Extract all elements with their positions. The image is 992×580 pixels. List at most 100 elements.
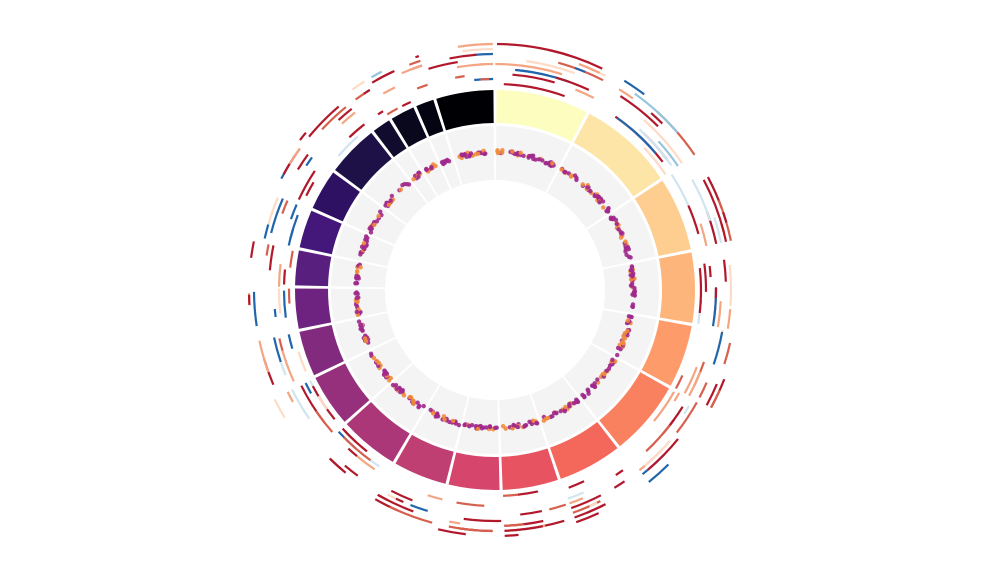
scatter-point bbox=[600, 199, 606, 204]
ideogram-segment-6 bbox=[599, 372, 670, 447]
outer-arc bbox=[370, 70, 383, 79]
scatter-point bbox=[526, 154, 532, 159]
outer-arc bbox=[278, 338, 284, 351]
outer-arc bbox=[572, 500, 601, 514]
scatter-point bbox=[623, 247, 629, 252]
scatter-point bbox=[368, 225, 374, 230]
scatter-point bbox=[398, 187, 403, 192]
scatter-track-cell-14 bbox=[331, 288, 388, 322]
scatter-point bbox=[484, 425, 489, 430]
outer-arc bbox=[267, 197, 279, 226]
outer-arc bbox=[462, 47, 493, 53]
scatter-point bbox=[621, 333, 626, 339]
scatter-point bbox=[475, 151, 481, 156]
outer-arc bbox=[569, 497, 584, 505]
scatter-point bbox=[543, 161, 548, 166]
scatter-point bbox=[415, 400, 420, 405]
scatter-point bbox=[620, 340, 625, 345]
scatter-point bbox=[595, 194, 600, 199]
outer-arc bbox=[457, 42, 493, 48]
scatter-point bbox=[387, 378, 392, 383]
scatter-track-cell-6 bbox=[563, 344, 638, 419]
scatter-point bbox=[602, 371, 607, 377]
ideogram-segment-16 bbox=[299, 210, 342, 255]
scatter-point bbox=[353, 275, 359, 281]
scatter-point bbox=[397, 385, 402, 391]
outer-arc bbox=[575, 88, 595, 99]
scatter-point bbox=[363, 234, 369, 239]
scatter-point bbox=[511, 422, 516, 428]
scatter-point bbox=[530, 418, 536, 423]
outer-arc bbox=[377, 110, 384, 116]
outer-arc bbox=[416, 83, 428, 90]
scatter-point bbox=[368, 230, 374, 235]
outer-arc bbox=[305, 156, 313, 167]
outer-arc bbox=[699, 223, 708, 247]
scatter-point bbox=[586, 388, 591, 394]
scatter-point bbox=[597, 200, 602, 205]
outer-arc bbox=[456, 501, 485, 507]
scatter-point bbox=[558, 408, 563, 414]
outer-arc bbox=[289, 250, 294, 268]
outer-arc bbox=[723, 342, 732, 365]
scatter-point bbox=[459, 153, 465, 158]
scatter-point bbox=[500, 148, 505, 153]
outer-arc bbox=[650, 112, 664, 125]
scatter-point bbox=[559, 167, 564, 172]
outer-arc bbox=[568, 480, 585, 489]
scatter-point bbox=[478, 423, 483, 429]
outer-arc bbox=[270, 198, 284, 234]
outer-arc bbox=[711, 287, 718, 327]
scatter-point bbox=[376, 213, 381, 219]
outer-arc bbox=[277, 263, 282, 287]
scatter-point bbox=[361, 241, 367, 246]
scatter-point bbox=[527, 419, 532, 424]
scatter-point bbox=[518, 150, 523, 156]
outer-arc bbox=[683, 405, 690, 415]
outer-arc bbox=[503, 493, 519, 497]
scatter-point bbox=[450, 418, 456, 424]
outer-arc bbox=[555, 76, 590, 91]
scatter-point bbox=[495, 149, 500, 154]
scatter-point bbox=[572, 173, 578, 178]
ideogram-segment-19 bbox=[373, 120, 407, 158]
ideogram-segment-7 bbox=[549, 422, 618, 479]
ideogram-segment-13 bbox=[299, 324, 344, 376]
ideogram-segment-18 bbox=[335, 132, 392, 190]
outer-arc bbox=[265, 244, 270, 256]
scatter-point bbox=[355, 291, 360, 297]
scatter-track-cell-11 bbox=[373, 363, 439, 431]
outer-arc bbox=[427, 494, 443, 501]
outer-arc bbox=[386, 107, 399, 116]
outer-arc bbox=[710, 389, 721, 409]
scatter-point bbox=[585, 185, 590, 190]
ideogram-segment-1 bbox=[496, 90, 587, 142]
outer-arc bbox=[449, 53, 477, 60]
scatter-point bbox=[358, 252, 363, 257]
outer-arc bbox=[623, 79, 645, 96]
outer-arc bbox=[574, 66, 586, 73]
scatter-point bbox=[632, 285, 637, 291]
outer-arc bbox=[351, 80, 366, 91]
outer-arc bbox=[657, 140, 679, 167]
outer-arc bbox=[382, 86, 396, 95]
outer-arc bbox=[472, 518, 502, 523]
outer-arc bbox=[286, 391, 294, 403]
outer-arc bbox=[341, 427, 357, 443]
scatter-point bbox=[628, 283, 634, 288]
scatter-point bbox=[462, 422, 467, 428]
scatter-point bbox=[581, 393, 587, 399]
outer-arc bbox=[520, 510, 543, 516]
outer-arc bbox=[304, 382, 313, 394]
outer-arc bbox=[674, 375, 684, 390]
outer-arc bbox=[287, 334, 294, 350]
outer-arc bbox=[401, 64, 423, 75]
scatter-point bbox=[624, 252, 629, 258]
scatter-point bbox=[523, 423, 529, 428]
ideogram-ring bbox=[295, 90, 695, 490]
outer-arc bbox=[473, 52, 493, 57]
outer-arc bbox=[503, 83, 565, 98]
scatter-point bbox=[384, 371, 389, 376]
scatter-point bbox=[550, 161, 555, 166]
scatter-point bbox=[400, 387, 405, 393]
